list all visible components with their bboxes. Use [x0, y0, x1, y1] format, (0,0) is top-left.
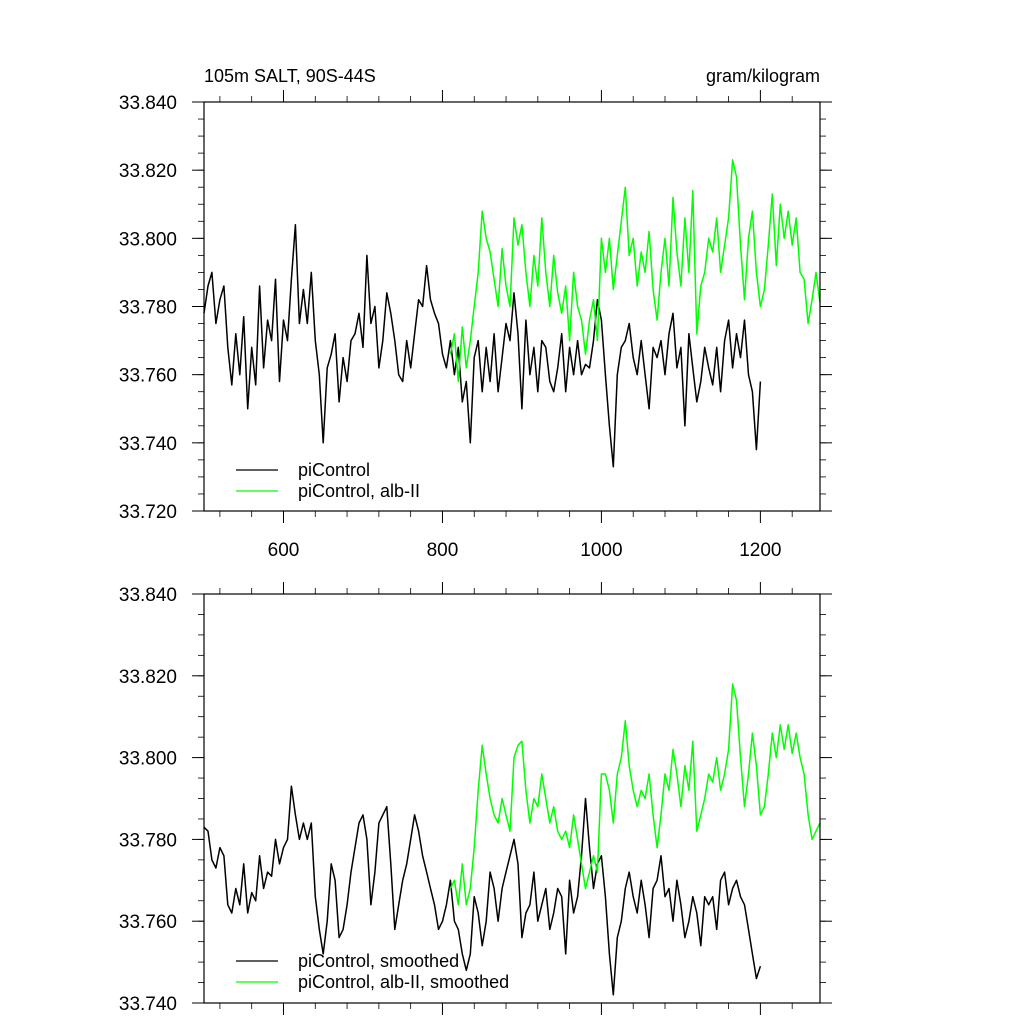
- chart-legend: piControl, smoothed piControl, alb-II, s…: [236, 951, 509, 992]
- salinity-chart-panel: 105m SALT, 90S-44S gram/kilogram 33.7203…: [119, 66, 832, 561]
- series-line-picontrol-smoothed: [203, 785, 762, 996]
- salinity-smoothed-chart-panel: 33.740 33.760 33.780 33.800 33.820 33.840 piC…: [119, 582, 832, 1015]
- series-line-picontrol-alb-ii-smoothed: [449, 683, 821, 906]
- plot-frame: [203, 593, 821, 1004]
- y-tick-label: 33.760: [119, 366, 177, 387]
- x-tick-label: 600: [268, 540, 300, 561]
- axis-tick-labels: 33.740 33.760 33.780 33.800 33.820 33.840: [119, 585, 177, 1015]
- y-tick-label: 33.820: [119, 667, 177, 688]
- y-tick-label: 33.780: [119, 830, 177, 851]
- data-series: [203, 159, 821, 468]
- chart-legend: piControl piControl, alb-II: [236, 460, 420, 501]
- y-tick-label: 33.840: [119, 93, 177, 114]
- units-label: gram/kilogram: [706, 66, 820, 86]
- series-line-picontrol-alb-ii: [449, 159, 821, 383]
- plot-frame: [203, 101, 821, 512]
- chart-title: 105m SALT, 90S-44S: [204, 66, 376, 86]
- y-tick-label: 33.820: [119, 161, 177, 182]
- x-tick-label: 1000: [580, 540, 622, 561]
- y-tick-label: 33.720: [119, 502, 177, 523]
- legend-label-picontrol-smoothed: piControl, smoothed: [298, 951, 459, 971]
- axis-ticks: [192, 90, 832, 523]
- legend-label-picontrol: piControl: [298, 460, 370, 480]
- x-tick-label: 1200: [739, 540, 781, 561]
- y-tick-label: 33.840: [119, 585, 177, 606]
- data-series: [203, 683, 821, 996]
- y-tick-label: 33.800: [119, 749, 177, 770]
- y-tick-label: 33.740: [119, 994, 177, 1015]
- y-tick-label: 33.740: [119, 434, 177, 455]
- series-line-picontrol: [203, 223, 762, 468]
- x-tick-label: 800: [427, 540, 459, 561]
- legend-label-alb-ii: piControl, alb-II: [298, 481, 420, 501]
- axis-ticks: [192, 582, 832, 1015]
- y-tick-label: 33.780: [119, 298, 177, 319]
- axis-tick-labels: 33.720 33.740 33.760 33.780 33.800 33.820 33.8…: [119, 93, 782, 561]
- legend-label-alb-ii-smoothed: piControl, alb-II, smoothed: [298, 972, 509, 992]
- y-tick-label: 33.760: [119, 912, 177, 933]
- y-tick-label: 33.800: [119, 229, 177, 250]
